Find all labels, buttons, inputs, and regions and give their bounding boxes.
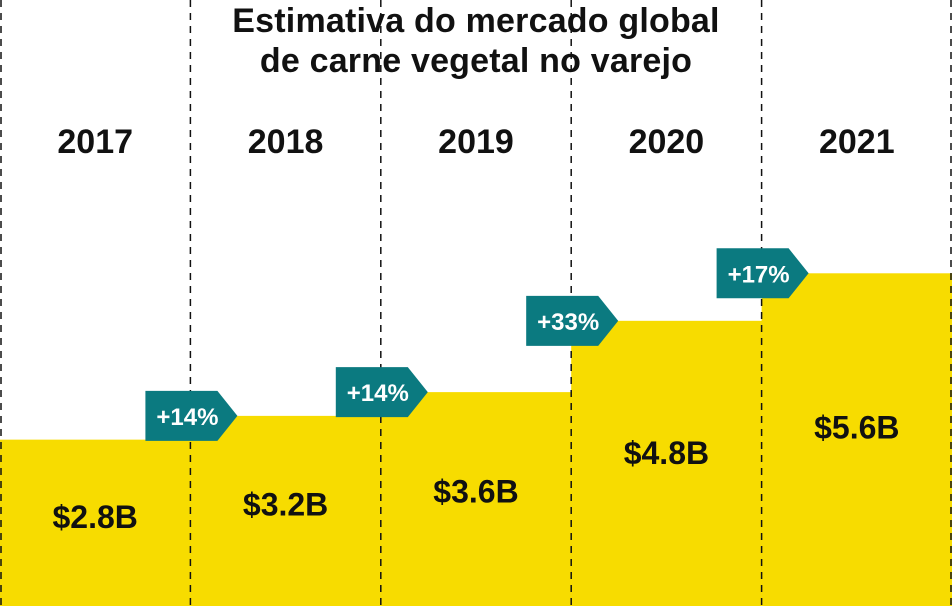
growth-label-4: +17% bbox=[728, 261, 790, 288]
bar-2018 bbox=[190, 415, 382, 606]
bar-2017 bbox=[0, 439, 191, 606]
growth-badge-3 bbox=[526, 295, 619, 346]
value-label-2020: $4.8B bbox=[624, 435, 709, 471]
value-label-2019: $3.6B bbox=[433, 474, 518, 510]
growth-label-3: +33% bbox=[537, 309, 599, 336]
year-label-2017: 2017 bbox=[57, 123, 133, 161]
growth-badge-4 bbox=[716, 248, 809, 299]
bar-2020 bbox=[571, 320, 763, 606]
year-label-2019: 2019 bbox=[438, 123, 514, 161]
chart-title-line-2: de carne vegetal no varejo bbox=[259, 42, 693, 80]
growth-label-2: +14% bbox=[347, 380, 409, 407]
chart-title-line-1: Estimativa do mercado global bbox=[232, 2, 720, 40]
year-label-2020: 2020 bbox=[629, 123, 705, 161]
year-label-2021: 2021 bbox=[819, 123, 895, 161]
value-label-2017: $2.8B bbox=[53, 499, 138, 535]
growth-badge-1 bbox=[145, 390, 238, 441]
growth-label-1: +14% bbox=[156, 404, 218, 431]
bar-2019 bbox=[380, 392, 572, 606]
value-label-2018: $3.2B bbox=[243, 486, 328, 522]
growth-badge-2 bbox=[335, 367, 428, 418]
year-label-2018: 2018 bbox=[248, 123, 324, 161]
value-label-2021: $5.6B bbox=[814, 409, 899, 445]
bar-2021 bbox=[761, 273, 952, 606]
